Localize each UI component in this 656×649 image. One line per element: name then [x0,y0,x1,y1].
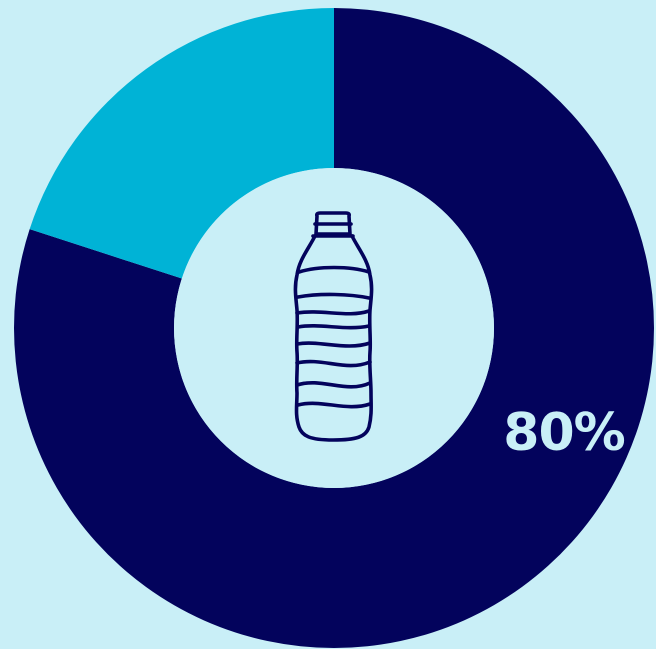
donut-slice-2 [29,8,334,279]
donut-data-labels: 80% [503,403,625,463]
donut-slice-1 [14,8,654,648]
water-bottle-icon [293,211,374,442]
data-label-1: 80% [503,403,624,463]
